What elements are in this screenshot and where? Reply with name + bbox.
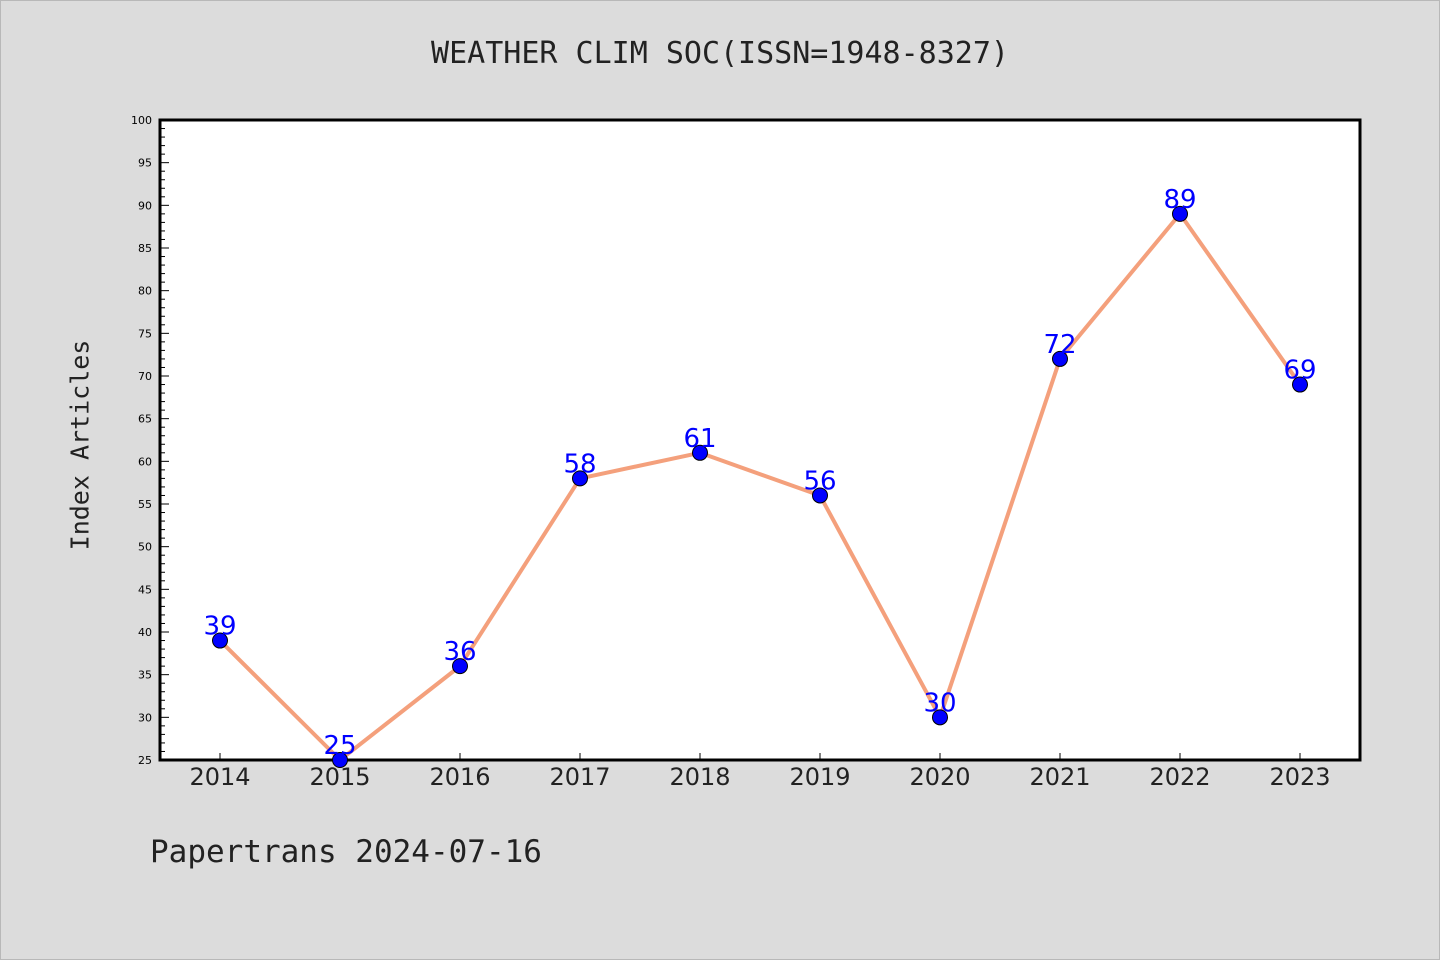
data-point bbox=[932, 709, 948, 726]
y-tick-label: 80 bbox=[138, 285, 152, 298]
data-labels: 39 25 36 58 61 56 30 72 89 69 bbox=[203, 185, 1316, 761]
y-tick-label: 85 bbox=[138, 242, 152, 255]
data-label: 61 bbox=[683, 424, 716, 454]
data-label: 58 bbox=[563, 449, 596, 479]
x-tick-label: 2016 bbox=[429, 763, 490, 791]
data-point bbox=[452, 658, 468, 675]
y-tick-label: 65 bbox=[138, 413, 152, 426]
y-tick-label: 50 bbox=[138, 541, 152, 554]
series-line bbox=[218, 211, 1302, 762]
data-point bbox=[1172, 205, 1188, 222]
x-tick-label: 2018 bbox=[669, 763, 730, 791]
data-point bbox=[1292, 376, 1308, 393]
data-point bbox=[212, 632, 228, 649]
x-tick-label: 2022 bbox=[1149, 763, 1210, 791]
y-tick-label: 70 bbox=[138, 370, 152, 383]
y-tick-label: 60 bbox=[138, 455, 152, 468]
data-label: 72 bbox=[1043, 330, 1076, 360]
x-tick-label: 2014 bbox=[189, 763, 250, 791]
data-point bbox=[332, 752, 348, 768]
x-tick-label: 2019 bbox=[789, 763, 850, 791]
data-point bbox=[812, 487, 828, 504]
data-point bbox=[692, 444, 708, 461]
x-axis: 2014 2015 2016 2017 2018 2019 2020 2021 2022 2023 bbox=[189, 753, 1331, 791]
y-tick-label: 45 bbox=[138, 583, 152, 596]
y-tick-label: 35 bbox=[138, 669, 152, 682]
data-point bbox=[572, 470, 588, 487]
data-points bbox=[212, 205, 1308, 768]
x-tick-label: 2021 bbox=[1029, 763, 1090, 791]
data-point bbox=[1052, 350, 1068, 367]
data-label: 30 bbox=[923, 688, 956, 718]
data-label: 69 bbox=[1283, 356, 1316, 386]
data-label: 89 bbox=[1163, 185, 1196, 215]
data-label: 56 bbox=[803, 466, 836, 496]
y-tick-label: 75 bbox=[138, 327, 152, 340]
y-axis: 25 30 35 40 45 50 55 60 65 70 75 80 85 90 95 100 bbox=[131, 114, 169, 767]
y-tick-label: 100 bbox=[131, 114, 152, 127]
x-tick-label: 2020 bbox=[909, 763, 970, 791]
x-tick-label: 2017 bbox=[549, 763, 610, 791]
plot-area bbox=[158, 118, 1362, 762]
data-label: 36 bbox=[443, 637, 476, 667]
y-tick-label: 55 bbox=[138, 498, 152, 511]
series-line-group bbox=[218, 211, 1302, 762]
y-tick-label: 25 bbox=[138, 754, 152, 767]
y-tick-label: 90 bbox=[138, 199, 152, 212]
data-label: 39 bbox=[203, 612, 236, 642]
y-tick-label: 40 bbox=[138, 626, 152, 639]
footer-text: Papertrans 2024-07-16 bbox=[150, 834, 542, 870]
data-label: 25 bbox=[323, 731, 356, 761]
y-tick-label: 95 bbox=[138, 157, 152, 170]
chart-title: WEATHER CLIM SOC(ISSN=1948-8327) bbox=[431, 36, 1009, 71]
y-tick-label: 30 bbox=[138, 711, 152, 724]
x-tick-label: 2023 bbox=[1269, 763, 1330, 791]
